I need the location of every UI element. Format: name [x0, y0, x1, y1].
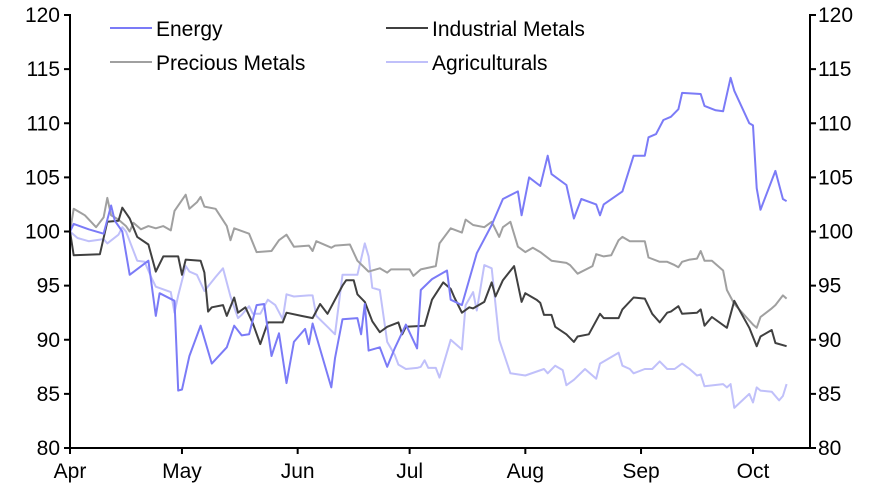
right-y-tick-label: 90 [818, 329, 841, 352]
right-y-tick-label: 110 [818, 112, 851, 135]
x-tick-label: May [162, 460, 202, 483]
x-tick-label: Sep [622, 460, 659, 483]
axes: 80 80 85 85 90 90 95 95 100 100 105 105 110 110 115 115… [25, 4, 853, 483]
series-lines [69, 76, 788, 409]
legend-label: Precious Metals [156, 52, 305, 75]
right-y-tick-label: 80 [818, 437, 841, 460]
left-y-tick-label: 80 [37, 437, 60, 460]
left-y-tick-label: 120 [25, 4, 60, 27]
right-y-tick-label: 95 [818, 275, 841, 298]
series-line-agriculturals [69, 226, 788, 409]
left-y-tick-label: 95 [37, 275, 60, 298]
right-y-tick-label: 100 [818, 221, 853, 244]
series-line-energy [69, 76, 788, 392]
legend-item: Energy [110, 18, 223, 41]
legend-item: Industrial Metals [386, 18, 585, 41]
right-y-tick-label: 85 [818, 383, 841, 406]
series-line-precious-metals [69, 193, 788, 329]
legend-label: Energy [156, 18, 223, 41]
x-tick-label: Aug [507, 460, 544, 483]
legend-item: Agriculturals [386, 52, 548, 75]
x-tick-label: Apr [54, 460, 87, 483]
x-tick-label: Jun [281, 460, 315, 483]
right-y-tick-label: 120 [818, 4, 853, 27]
left-y-tick-label: 115 [27, 58, 60, 81]
left-y-tick-label: 100 [25, 221, 60, 244]
legend-label: Industrial Metals [432, 18, 585, 41]
legend: Energy Industrial Metals Precious Metals Ag… [110, 18, 585, 75]
legend-label: Agriculturals [432, 52, 548, 75]
left-y-tick-label: 90 [37, 329, 60, 352]
right-y-tick-label: 115 [818, 58, 851, 81]
left-y-tick-label: 105 [25, 166, 60, 189]
left-y-tick-label: 110 [27, 112, 60, 135]
series-line-industrial-metals [69, 206, 787, 348]
x-tick-label: Jul [396, 460, 423, 483]
x-tick-label: Oct [737, 460, 770, 483]
legend-item: Precious Metals [110, 52, 305, 75]
right-y-tick-label: 105 [818, 166, 853, 189]
left-y-tick-label: 85 [37, 383, 60, 406]
